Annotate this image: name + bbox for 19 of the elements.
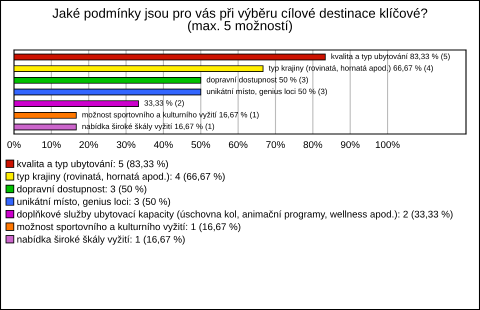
legend-label: možnost sportovního a kulturního vyžití: 1 (16,67 %) bbox=[17, 222, 240, 232]
chart-title: Jaké podmínky jsou pro vás při výběru cílové destinace klíčové? (max. 5 možností) bbox=[52, 8, 428, 33]
legend-label: doplňkové služby ubytovací kapacity (úschovna kol, animační programy, wellness apod.): 2 (33,33 %) bbox=[17, 210, 453, 220]
x-tick-label: 30% bbox=[116, 141, 136, 148]
x-tick-label: 90% bbox=[340, 141, 360, 148]
x-tick-label: 100% bbox=[376, 141, 400, 148]
x-tick-label: 0% bbox=[7, 141, 21, 148]
x-tick-label: 60% bbox=[228, 141, 248, 148]
legend-label: typ krajiny (rovinatá, hornatá apod.): 4 (66,67 %) bbox=[16, 172, 225, 182]
x-tick-label: 80% bbox=[304, 141, 322, 148]
legend-label: dopravní dostupnost: 3 (50 %) bbox=[17, 185, 146, 194]
legend-label: nabídka široké škály vyžití: 1 (16,67 %) bbox=[17, 235, 185, 245]
x-tick-label: 70% bbox=[266, 141, 285, 148]
x-tick-label: 50% bbox=[191, 141, 210, 148]
legend-label: unikátní místo, genius loci: 3 (50 %) bbox=[17, 198, 170, 207]
legend-label: kvalita a typ ubytování: 5 (83,33 %) bbox=[17, 160, 168, 170]
x-tick-label: 20% bbox=[79, 141, 98, 148]
x-tick-label: 10% bbox=[42, 141, 61, 148]
x-tick-label: 40% bbox=[154, 141, 173, 148]
